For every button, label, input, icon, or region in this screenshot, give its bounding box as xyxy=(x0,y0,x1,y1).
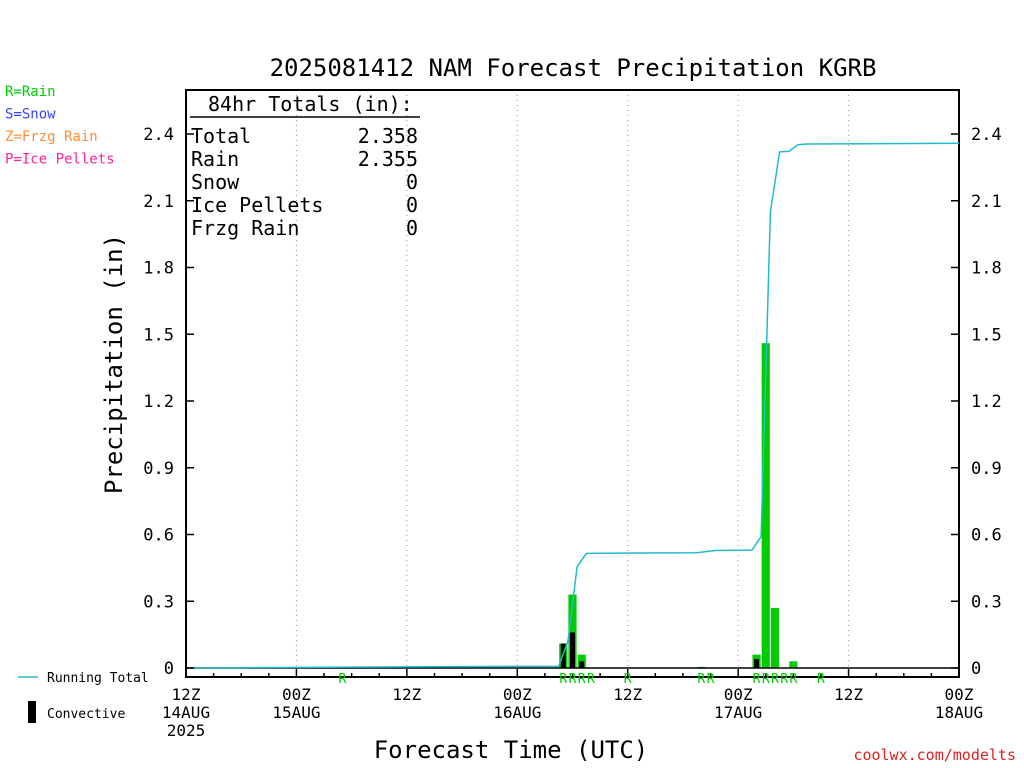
precip-type-mark: R xyxy=(753,672,761,687)
y-tick-label: 0.6 xyxy=(971,526,1002,546)
precip-bar xyxy=(789,661,798,668)
y-tick-label: 0.9 xyxy=(143,459,174,479)
totals-label: Rain xyxy=(191,147,239,171)
precip-bar xyxy=(568,594,577,668)
totals-value: 0 xyxy=(406,216,418,240)
precip-type-mark: R xyxy=(789,672,797,687)
y-axis-left: 0 0.3 0.6 0.9 1.2 1.5 1.8 2.1 2.4 xyxy=(143,125,194,679)
precip-bar xyxy=(761,343,770,668)
x-tick-label: 14AUG xyxy=(162,703,210,722)
chart-title: 2025081412 NAM Forecast Precipitation KG… xyxy=(270,54,877,82)
precip-type-mark: R xyxy=(339,672,347,687)
x-axis-title: Forecast Time (UTC) xyxy=(374,736,649,764)
precip-type-mark: R xyxy=(587,672,595,687)
x-tick-label: 18AUG xyxy=(935,703,983,722)
plot-frame xyxy=(185,89,960,678)
y-tick-label: 2.1 xyxy=(143,192,174,212)
legend-type-2: Z=Frzg Rain xyxy=(5,129,98,145)
precip-type-mark: R xyxy=(569,672,577,687)
y-tick-label: 1.2 xyxy=(971,392,1002,412)
y-tick-label: 0 xyxy=(164,659,174,679)
totals-label: Frzg Rain xyxy=(191,216,299,240)
y-tick-label: 2.4 xyxy=(143,125,174,145)
precip-type-mark: R xyxy=(771,672,779,687)
convective-legend-swatch xyxy=(28,701,36,723)
x-tick-label: 15AUG xyxy=(272,703,320,722)
x-tick-label: 00Z xyxy=(945,685,974,704)
precip-type-mark: R xyxy=(817,672,825,687)
totals-value: 2.358 xyxy=(358,124,418,148)
totals-label: Total xyxy=(191,124,251,148)
running-total-legend-label: Running Total xyxy=(47,671,149,686)
y-tick-label: 0.6 xyxy=(143,526,174,546)
y-tick-label: 1.5 xyxy=(971,325,1002,345)
x-tick-label: 00Z xyxy=(503,685,532,704)
convective-bars xyxy=(560,632,760,668)
precip-type-mark: R xyxy=(780,672,788,687)
y-axis-title: Precipitation (in) xyxy=(100,234,128,494)
y-tick-label: 1.5 xyxy=(143,325,174,345)
totals-value: 2.355 xyxy=(358,147,418,171)
credit-text: coolwx.com/modelts xyxy=(853,746,1016,764)
y-tick-label: 2.1 xyxy=(971,192,1002,212)
legend-type-1: S=Snow xyxy=(5,107,56,123)
x-tick-label: 16AUG xyxy=(493,703,541,722)
x-tick-label: 00Z xyxy=(724,685,753,704)
precip-type-mark: R xyxy=(697,672,705,687)
y-tick-label: 1.8 xyxy=(971,259,1002,279)
precip-type-mark: R xyxy=(578,672,586,687)
precip-type-mark: R xyxy=(624,672,632,687)
totals-box: 84hr Totals (in): Total 2.358 Rain 2.355 Sno… xyxy=(190,92,420,240)
totals-value: 0 xyxy=(406,193,418,217)
x-tick-label: 2025 xyxy=(167,721,206,740)
y-tick-label: 1.2 xyxy=(143,392,174,412)
x-tick-label: 00Z xyxy=(282,685,311,704)
convective-bar xyxy=(570,632,575,668)
precip-type-mark: R xyxy=(559,672,567,687)
legend-type-3: P=Ice Pellets xyxy=(5,152,115,168)
precip-type-legend: R=Rain S=Snow Z=Frzg Rain P=Ice Pellets xyxy=(5,84,115,168)
x-tick-label: 12Z xyxy=(172,685,201,704)
precip-bar xyxy=(770,607,780,668)
convective-bar xyxy=(754,659,760,668)
y-tick-label: 0.9 xyxy=(971,459,1002,479)
precip-type-mark: R xyxy=(762,672,770,687)
y-tick-label: 1.8 xyxy=(143,259,174,279)
x-tick-label: 12Z xyxy=(834,685,863,704)
precip-type-mark: R xyxy=(707,672,715,687)
y-tick-label: 0.3 xyxy=(971,592,1002,612)
y-tick-label: 0 xyxy=(971,659,981,679)
y-tick-label: 2.4 xyxy=(971,125,1002,145)
convective-legend-label: Convective xyxy=(47,707,125,722)
totals-title: 84hr Totals (in): xyxy=(208,92,413,116)
totals-label: Snow xyxy=(191,170,240,194)
totals-label: Ice Pellets xyxy=(191,193,323,217)
y-tick-label: 0.3 xyxy=(143,592,174,612)
x-tick-label: 17AUG xyxy=(714,703,762,722)
running-total-line xyxy=(193,142,960,669)
convective-bar xyxy=(579,661,585,668)
x-tick-label: 12Z xyxy=(392,685,421,704)
totals-value: 0 xyxy=(406,170,418,194)
x-tick-label: 12Z xyxy=(613,685,642,704)
y-axis-right: 0 0.3 0.6 0.9 1.2 1.5 1.8 2.1 2.4 xyxy=(951,125,1002,679)
legend-type-0: R=Rain xyxy=(5,84,56,100)
